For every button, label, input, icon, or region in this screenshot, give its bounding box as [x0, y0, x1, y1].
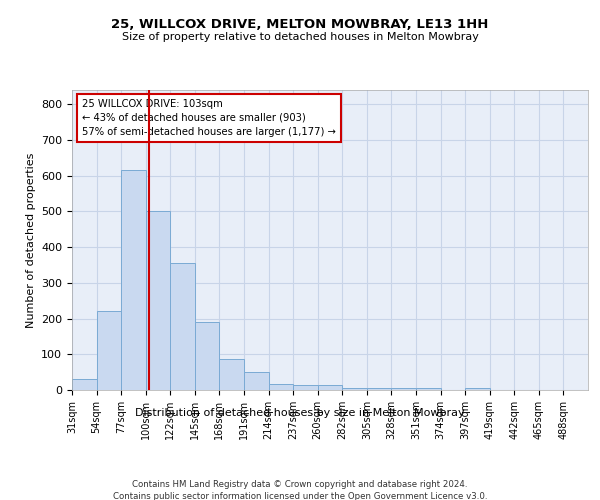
Text: Size of property relative to detached houses in Melton Mowbray: Size of property relative to detached ho…	[122, 32, 478, 42]
Bar	[318, 386, 342, 390]
Bar	[269, 384, 293, 390]
Bar	[367, 388, 391, 390]
Bar	[121, 170, 146, 390]
Bar	[391, 388, 416, 390]
Bar	[244, 372, 269, 390]
Bar	[465, 388, 490, 390]
Bar	[97, 312, 121, 390]
Bar	[170, 262, 195, 390]
Bar	[220, 358, 244, 390]
Bar	[416, 388, 440, 390]
Bar	[146, 212, 170, 390]
Text: 25 WILLCOX DRIVE: 103sqm
← 43% of detached houses are smaller (903)
57% of semi-: 25 WILLCOX DRIVE: 103sqm ← 43% of detach…	[82, 99, 336, 137]
Bar	[195, 322, 220, 390]
Text: Contains HM Land Registry data © Crown copyright and database right 2024.
Contai: Contains HM Land Registry data © Crown c…	[113, 480, 487, 500]
Y-axis label: Number of detached properties: Number of detached properties	[26, 152, 35, 328]
Bar	[293, 386, 318, 390]
Text: Distribution of detached houses by size in Melton Mowbray: Distribution of detached houses by size …	[135, 408, 465, 418]
Bar	[342, 388, 367, 390]
Text: 25, WILLCOX DRIVE, MELTON MOWBRAY, LE13 1HH: 25, WILLCOX DRIVE, MELTON MOWBRAY, LE13 …	[112, 18, 488, 30]
Bar	[72, 380, 97, 390]
